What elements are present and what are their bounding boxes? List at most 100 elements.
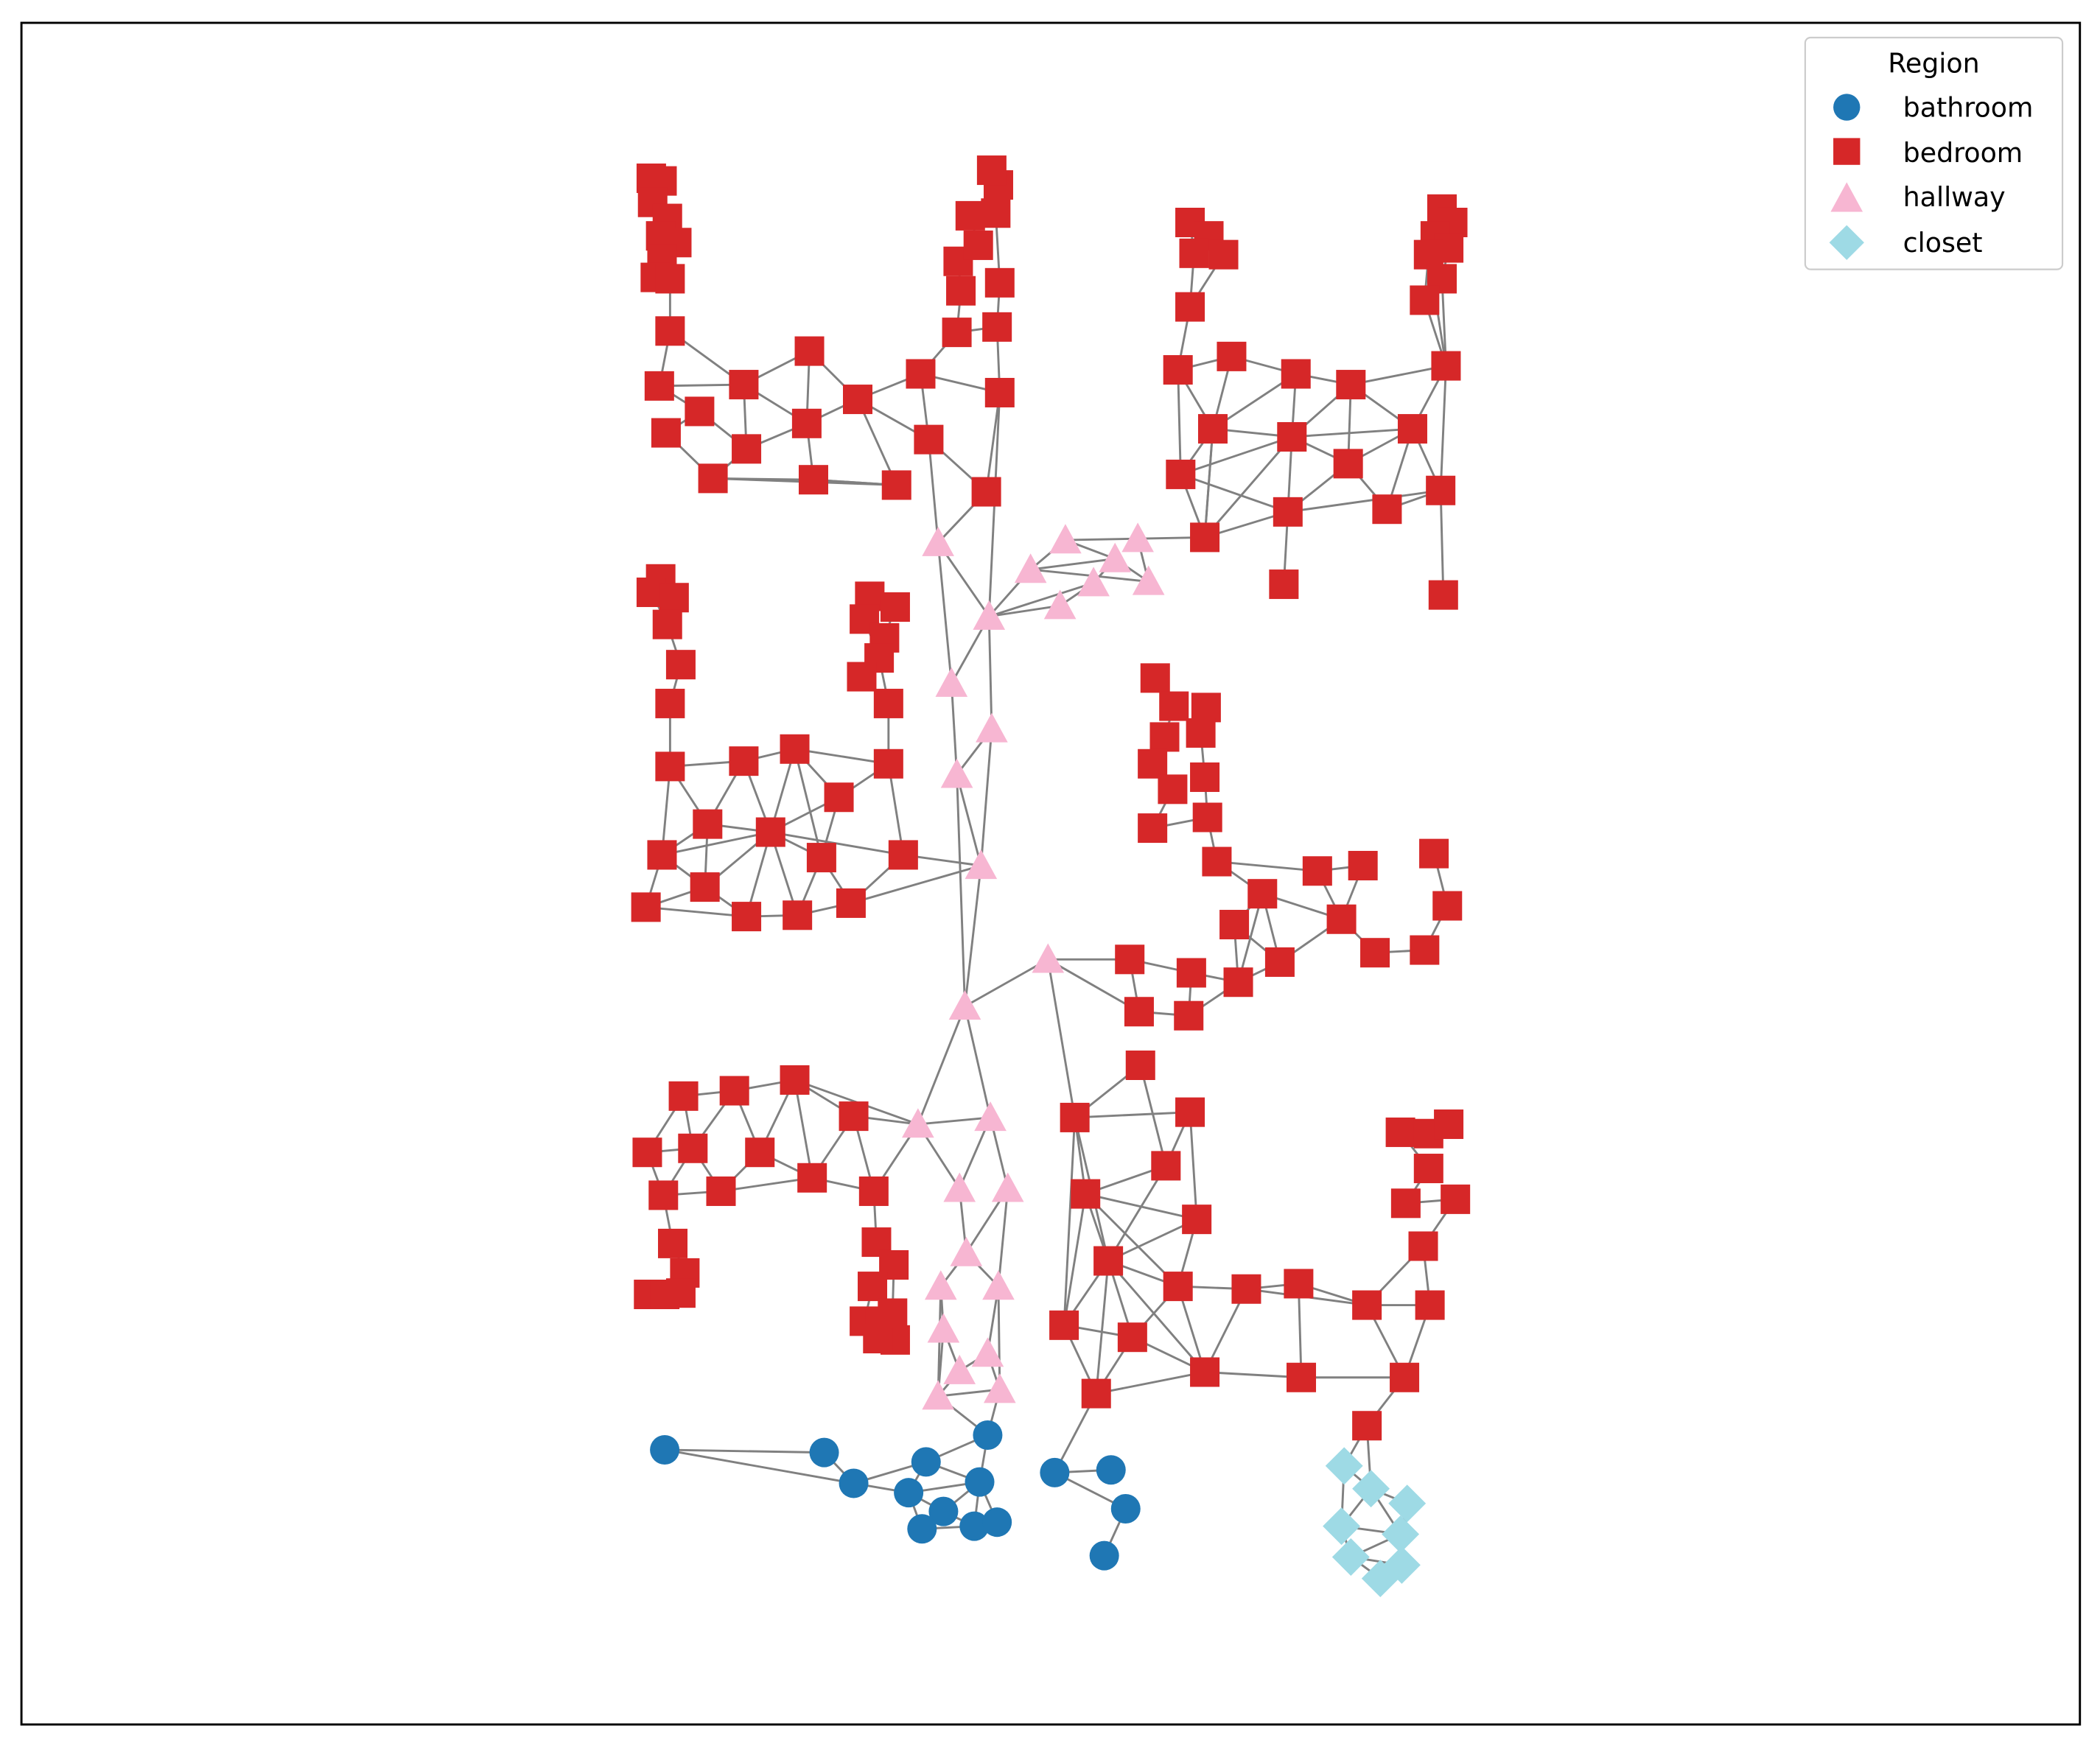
- hallway-node: [976, 712, 1008, 743]
- bedroom-node: [732, 902, 762, 932]
- bathroom-node: [928, 1496, 959, 1526]
- hallway-node: [1043, 589, 1077, 620]
- hallway-node: [973, 600, 1006, 630]
- graph-edge: [665, 1448, 825, 1454]
- bedroom-node: [1125, 1050, 1155, 1080]
- bedroom-node: [1176, 958, 1206, 988]
- bedroom-node: [1192, 802, 1222, 832]
- graph-edge: [887, 763, 905, 855]
- graph-edge: [1204, 1371, 1302, 1379]
- hallway-node: [971, 1337, 1004, 1367]
- graph-edge: [794, 1079, 813, 1179]
- hallway-node: [983, 1373, 1016, 1403]
- bedroom-node: [1413, 1154, 1443, 1184]
- bedroom-node: [1060, 1102, 1090, 1132]
- bedroom-node: [1390, 1362, 1420, 1392]
- bathroom-node: [1089, 1540, 1119, 1571]
- bedroom-node: [1179, 238, 1209, 268]
- graph-edge: [1180, 435, 1292, 476]
- hallway-node: [922, 1380, 954, 1410]
- legend-box: [1804, 36, 2064, 270]
- graph-edge: [964, 865, 982, 1007]
- graph-edge: [662, 831, 771, 856]
- bedroom-node: [1264, 947, 1295, 977]
- hallway-node: [974, 1101, 1007, 1132]
- bedroom-node: [1277, 421, 1307, 452]
- bedroom-node: [652, 609, 682, 639]
- legend: Region bathroom bedroom hallway closet: [1804, 36, 2064, 270]
- bedroom-node: [1397, 414, 1427, 444]
- graph-edge: [985, 392, 1001, 492]
- graph-edge: [1287, 489, 1441, 513]
- bedroom-node: [1158, 774, 1188, 804]
- bedroom-node: [1217, 341, 1247, 371]
- bedroom-node: [1175, 1097, 1205, 1127]
- graph-edge: [1030, 558, 1116, 571]
- graph-edge: [1046, 959, 1077, 1118]
- hallway-node: [943, 1172, 976, 1202]
- bedroom-node: [1202, 846, 1232, 877]
- legend-title: Region: [1888, 47, 1979, 79]
- hallway-node: [1049, 524, 1082, 554]
- graph-edge: [664, 1448, 854, 1484]
- hallway-node: [1099, 542, 1132, 572]
- bedroom-node: [955, 200, 985, 231]
- bedroom-node: [745, 1137, 775, 1168]
- bedroom-node: [732, 434, 762, 464]
- hallway-node: [1077, 567, 1110, 597]
- hallway-node: [982, 1270, 1015, 1300]
- bedroom-node: [1182, 1205, 1212, 1235]
- bedroom-node: [1071, 1179, 1101, 1209]
- bathroom-node: [1110, 1493, 1141, 1524]
- bedroom-node: [648, 1180, 679, 1210]
- bedroom-node: [1140, 663, 1170, 693]
- bedroom-node: [976, 155, 1007, 186]
- bedroom-node: [1151, 1151, 1181, 1181]
- bedroom-node: [755, 817, 785, 847]
- graph-edge: [988, 581, 1094, 618]
- bedroom-node: [906, 359, 936, 389]
- bedroom-node: [698, 463, 728, 494]
- graph-edge: [964, 958, 1049, 1008]
- hallway-node: [924, 1270, 957, 1300]
- bedroom-node: [1175, 292, 1205, 322]
- graph-edge: [1180, 473, 1289, 513]
- bedroom-node: [647, 840, 677, 870]
- bathroom-node: [650, 1434, 680, 1465]
- bedroom-node: [1149, 722, 1180, 752]
- graph-edge: [989, 604, 1060, 618]
- bedroom-node: [1428, 580, 1458, 610]
- graph-edge: [1297, 1283, 1303, 1378]
- bedroom-node: [1410, 285, 1440, 315]
- bedroom-node: [780, 1065, 810, 1095]
- bedroom-node: [914, 424, 944, 455]
- bedroom-node: [946, 276, 976, 306]
- graph-edge: [987, 616, 993, 729]
- bedroom-node: [1231, 1274, 1261, 1304]
- graph-edge: [1351, 365, 1446, 386]
- graph-edge: [997, 1188, 1009, 1287]
- graph-edge: [964, 1006, 992, 1118]
- graph-edge: [997, 1286, 1001, 1390]
- bedroom-node: [881, 470, 911, 500]
- bedroom-node: [706, 1176, 736, 1206]
- closet-node: [1325, 1447, 1363, 1485]
- hallway-node: [922, 526, 954, 556]
- bedroom-node: [729, 370, 759, 400]
- bedroom-node: [984, 377, 1015, 407]
- bedroom-node: [1408, 1231, 1438, 1261]
- bedroom-node: [1166, 459, 1196, 489]
- legend-bedroom-label: bedroom: [1903, 137, 2023, 169]
- bedroom-node: [655, 316, 685, 346]
- graph-edge: [917, 1116, 991, 1126]
- bedroom-node: [1115, 944, 1145, 975]
- closet-node: [1352, 1470, 1390, 1508]
- bedroom-node: [1281, 359, 1311, 389]
- bedroom-node: [839, 1101, 869, 1132]
- graph-edge: [1085, 1193, 1179, 1288]
- bedroom-node: [1138, 748, 1168, 779]
- bedroom-node: [873, 748, 903, 779]
- bedroom-node: [981, 198, 1011, 228]
- hallway-node: [1014, 553, 1047, 583]
- graph-edge: [1203, 436, 1293, 539]
